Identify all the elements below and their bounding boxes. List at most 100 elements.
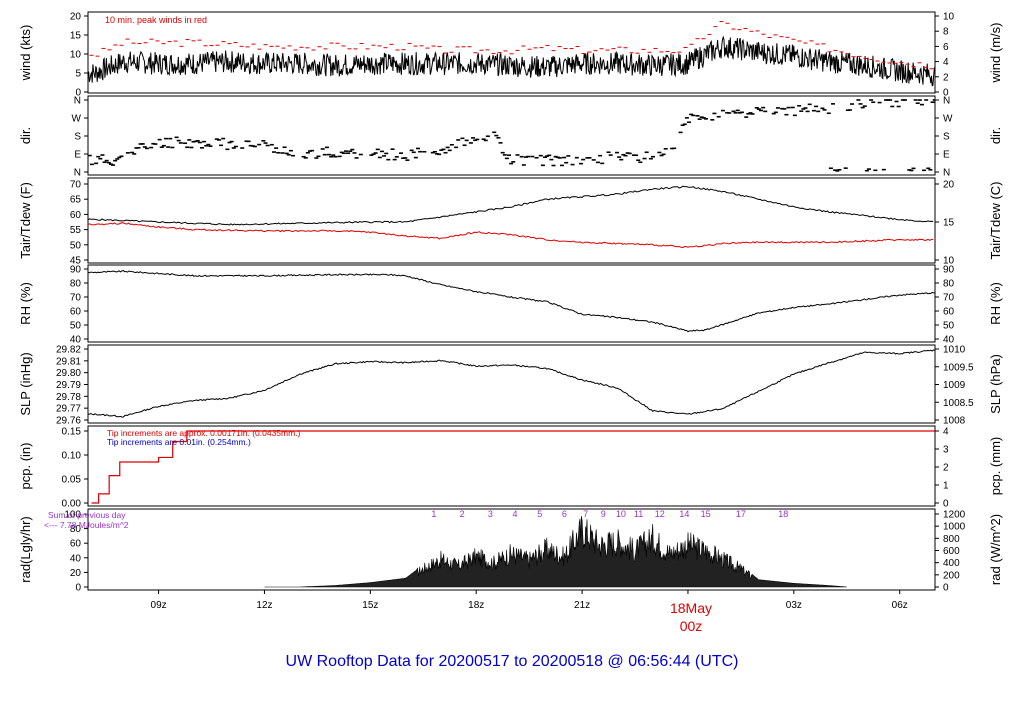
dir-ylabel-left: dir.	[18, 127, 33, 144]
slp-ytick-left-label: 29.76	[56, 416, 81, 427]
dir-ytick-right-label: N	[943, 96, 950, 107]
rh-ytick-right-label: 70	[943, 293, 955, 304]
pcp-ytick-right-label: 1	[943, 481, 949, 492]
temp-frame	[87, 177, 936, 264]
slp-ytick-left-label: 29.77	[56, 404, 81, 415]
rh-plot	[88, 270, 935, 333]
pcp-ylabel-right: pcp. (mm)	[988, 437, 1003, 496]
x-tick-label: 03z	[786, 600, 802, 611]
rh-ytick-left-label: 80	[70, 279, 82, 290]
rad-ytick-left-label: 40	[70, 553, 82, 564]
temp-plot	[88, 185, 934, 249]
slp-ytick-right-label: 1009.5	[943, 362, 974, 373]
rad-note-value: <--- 7.78 MJoules/m^2	[44, 520, 129, 530]
wind-annotation: 10 min. peak winds in red	[105, 15, 207, 25]
dewpoint-line	[88, 222, 934, 249]
rad-ytick-left-label: 0	[75, 583, 81, 594]
pcp-frame	[87, 425, 936, 507]
x-tick-label: 18z	[468, 600, 484, 611]
rad-ytick-right-label: 0	[943, 583, 949, 594]
slp-frame	[87, 344, 936, 424]
wind-ytick-left-label: 20	[70, 12, 82, 23]
pcp-ytick-left-label: 0.05	[62, 475, 82, 486]
pcp-ytick-left-label: 0.10	[62, 451, 82, 462]
rad-hour-label: 10	[616, 509, 626, 519]
rad-hour-label: 3	[488, 509, 493, 519]
panel-slp: SLP (inHg) SLP (hPa)29.7629.7729.7829.792…	[18, 344, 1003, 427]
rh-line	[88, 270, 935, 333]
wind-ytick-left-label: 10	[70, 50, 82, 61]
rad-hour-label: 1	[431, 509, 436, 519]
panel-pcp: pcp. (in) pcp. (mm) 0.00 0.05 0.10 0.15 0 1 2 3 4 T…	[18, 425, 1003, 510]
wind-ytick-right-label: 8	[943, 27, 949, 38]
pcp-ylabel-left: pcp. (in)	[18, 443, 33, 490]
temp-ytick-right-label: 20	[943, 180, 955, 191]
panel-rh: RH (%) RH (%) 40 50 60 70 80 90 40 50 60 70 80 90	[18, 264, 1003, 346]
dir-ytick-left-label: W	[72, 114, 82, 125]
pcp-ytick-right-label: 4	[943, 427, 949, 438]
pcp-ytick-left-label: 0.00	[62, 499, 82, 510]
rh-ytick-right-label: 40	[943, 335, 955, 346]
rad-ylabel-right: rad (W/m^2)	[988, 514, 1003, 585]
rad-plot	[264, 516, 847, 588]
precip-note-tip: Tip increments are 0.01in. (0.254mm.)	[107, 437, 251, 447]
rad-hour-label: 5	[537, 509, 542, 519]
x-tick-label: 15z	[362, 600, 378, 611]
rad-hour-label: 2	[460, 509, 465, 519]
wind-ytick-right-label: 2	[943, 72, 949, 83]
wind-ylabel-left: wind (kts)	[18, 25, 33, 82]
pcp-ytick-right-label: 3	[943, 445, 949, 456]
slp-ylabel-left: SLP (inHg)	[18, 352, 33, 415]
temp-ylabel-left: Tair/Tdew (F)	[18, 182, 33, 259]
dir-ytick-right-label: N	[943, 168, 950, 179]
slp-plot	[88, 349, 935, 418]
air-temperature-line	[88, 185, 934, 226]
panel-rad: rad(Lgly/hr) rad (W/m^2)02040608010002004…	[18, 508, 1003, 594]
rad-ytick-right-label: 200	[943, 570, 960, 581]
rad-ytick-right-label: 400	[943, 558, 960, 569]
precip-line	[91, 430, 935, 504]
rad-ytick-right-label: 800	[943, 534, 960, 545]
rh-ytick-right-label: 80	[943, 279, 955, 290]
rad-ytick-left-label: 100	[64, 510, 81, 521]
rh-ytick-left-label: 50	[70, 321, 82, 332]
slp-ytick-left-label: 29.80	[56, 368, 81, 379]
rh-ylabel-left: RH (%)	[18, 282, 33, 325]
rad-hour-label: 9	[601, 509, 606, 519]
dir-ytick-left-label: N	[74, 168, 81, 179]
slp-line	[88, 349, 935, 418]
slp-ytick-right-label: 1010	[943, 345, 966, 356]
dir-ytick-right-label: W	[943, 114, 953, 125]
x-tick-label: 09z	[151, 600, 167, 611]
dir-ytick-right-label: E	[943, 150, 950, 161]
rad-ytick-left-label: 80	[70, 524, 82, 535]
wind-ytick-right-label: 10	[943, 12, 955, 23]
rad-hour-label: 4	[513, 509, 518, 519]
pcp-plot	[91, 430, 935, 504]
x-tick-label: 12z	[256, 600, 272, 611]
dir-ytick-left-label: S	[74, 132, 81, 143]
wind-ylabel-right: wind (m/s)	[988, 23, 1003, 84]
dir-plot	[88, 99, 935, 172]
dir-ytick-left-label: E	[74, 150, 81, 161]
rad-ytick-right-label: 1200	[943, 510, 966, 521]
temp-ytick-left-label: 65	[70, 195, 82, 206]
temp-ytick-left-label: 70	[70, 180, 82, 191]
slp-ytick-right-label: 1009	[943, 380, 966, 391]
rad-hour-label: 15	[701, 509, 711, 519]
rad-ytick-left-label: 60	[70, 539, 82, 550]
slp-ytick-left-label: 29.81	[56, 356, 81, 367]
temp-ytick-right-label: 15	[943, 218, 955, 229]
wind-frame	[87, 11, 936, 94]
wind-ytick-left-label: 15	[70, 31, 82, 42]
slp-ytick-right-label: 1008	[943, 416, 966, 427]
temp-ylabel-right: Tair/Tdew (C)	[988, 181, 1003, 259]
rad-hour-label: 14	[679, 509, 689, 519]
rad-hour-label: 17	[736, 509, 746, 519]
rh-ytick-left-label: 60	[70, 307, 82, 318]
slp-ytick-left-label: 29.82	[56, 345, 81, 356]
dir-ytick-left-label: N	[74, 96, 81, 107]
rh-ytick-right-label: 50	[943, 321, 955, 332]
